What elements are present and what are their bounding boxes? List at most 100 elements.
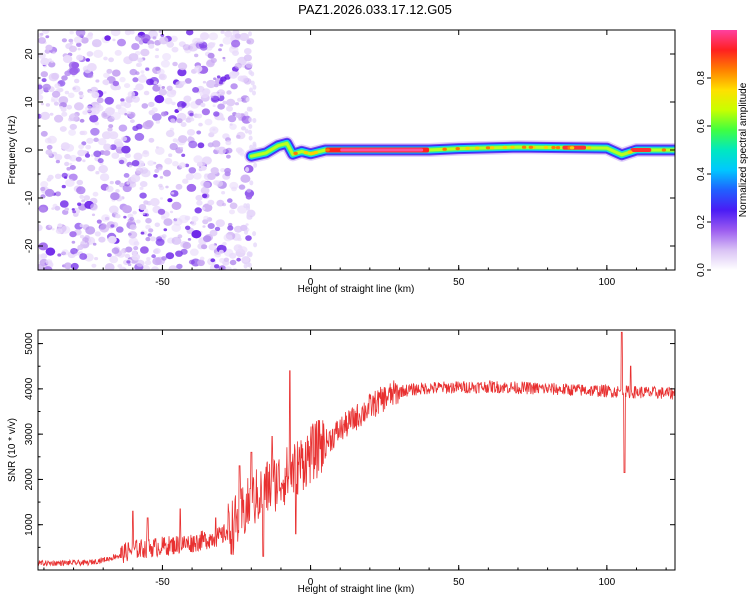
noise-speckle <box>220 30 225 34</box>
noise-speckle <box>44 137 52 144</box>
noise-speckle <box>55 159 61 164</box>
snr-x-tick-label: -50 <box>155 577 170 588</box>
noise-speckle <box>93 49 104 59</box>
noise-speckle <box>245 194 253 200</box>
noise-speckle <box>48 225 52 228</box>
noise-speckle <box>103 91 107 94</box>
snr-y-ticks: 1000 2000 3000 4000 5000 <box>24 332 675 548</box>
noise-speckle <box>99 173 110 182</box>
noise-speckle <box>248 124 253 129</box>
noise-speckle <box>154 222 160 228</box>
noise-speckle <box>202 225 206 228</box>
noise-speckle <box>244 48 252 55</box>
noise-speckle <box>117 38 126 47</box>
chart-title: PAZ1.2026.033.17.12.G05 <box>298 2 452 17</box>
noise-speckle <box>147 233 152 237</box>
noise-speckle <box>145 67 150 71</box>
noise-speckle <box>38 94 44 101</box>
noise-speckle <box>248 135 253 141</box>
noise-speckle <box>157 208 166 215</box>
noise-speckle <box>178 62 188 71</box>
noise-speckle <box>115 85 121 91</box>
signal-peak-dot <box>475 146 480 150</box>
noise-speckle <box>237 237 242 242</box>
noise-speckle <box>150 236 156 242</box>
noise-speckle <box>186 30 194 36</box>
noise-speckle <box>151 266 159 270</box>
noise-speckle <box>103 81 109 86</box>
noise-speckle <box>40 57 50 66</box>
noise-speckle <box>245 235 252 241</box>
noise-speckle <box>169 210 174 214</box>
noise-speckle <box>75 156 82 162</box>
noise-speckle <box>41 78 47 83</box>
noise-speckle <box>176 118 183 124</box>
noise-speckle <box>163 218 173 226</box>
noise-speckle <box>110 192 120 201</box>
noise-speckle <box>54 114 64 123</box>
noise-speckle <box>83 66 92 74</box>
noise-speckle <box>68 38 74 43</box>
noise-speckle <box>122 205 132 214</box>
noise-speckle <box>103 143 112 151</box>
noise-speckle <box>230 83 238 90</box>
noise-speckle <box>229 252 237 259</box>
noise-speckle <box>39 206 47 213</box>
noise-speckle <box>185 225 191 230</box>
noise-speckle <box>214 264 220 269</box>
noise-speckle <box>155 146 165 155</box>
noise-speckle <box>190 221 197 226</box>
signal-peak-dot <box>543 145 548 149</box>
noise-speckle <box>131 160 140 167</box>
noise-speckle <box>119 76 126 83</box>
noise-speckle <box>152 257 162 266</box>
noise-speckle <box>226 90 232 95</box>
noise-speckle-layer <box>38 30 258 270</box>
noise-speckle <box>108 57 114 63</box>
noise-speckle <box>158 30 162 33</box>
noise-speckle <box>85 58 91 62</box>
noise-speckle <box>121 145 131 154</box>
noise-speckle <box>129 224 137 231</box>
noise-speckle <box>65 178 75 187</box>
noise-speckle <box>118 159 125 165</box>
noise-speckle <box>210 95 214 98</box>
noise-speckle <box>54 154 63 161</box>
noise-speckle <box>130 174 141 183</box>
noise-speckle <box>181 153 186 157</box>
noise-speckle <box>104 263 115 270</box>
noise-speckle <box>57 87 63 93</box>
noise-speckle <box>167 198 173 203</box>
noise-speckle <box>231 186 237 192</box>
noise-speckle <box>248 117 253 123</box>
noise-speckle <box>224 30 233 38</box>
noise-speckle <box>74 102 84 111</box>
noise-speckle <box>89 114 99 123</box>
noise-speckle <box>245 62 253 69</box>
signal-peak-dot <box>502 145 507 149</box>
noise-speckle <box>222 241 227 246</box>
snr-y-tick-label: 3000 <box>24 423 35 446</box>
noise-speckle <box>162 53 172 61</box>
noise-speckle <box>188 43 199 52</box>
noise-speckle <box>134 132 145 141</box>
heatmap-x-tick-label: 50 <box>453 277 465 288</box>
noise-speckle <box>106 68 113 74</box>
noise-speckle <box>109 180 114 185</box>
noise-speckle <box>170 89 177 95</box>
noise-speckle <box>196 200 203 206</box>
noise-speckle <box>95 171 100 175</box>
noise-speckle <box>103 72 110 79</box>
noise-speckle <box>57 253 62 257</box>
noise-speckle <box>160 215 166 220</box>
noise-speckle <box>190 117 195 122</box>
noise-speckle <box>38 37 46 44</box>
noise-speckle <box>214 226 221 232</box>
noise-speckle <box>200 186 210 195</box>
noise-speckle <box>231 39 241 48</box>
noise-speckle <box>213 111 220 117</box>
noise-speckle <box>95 79 100 83</box>
noise-speckle <box>48 73 59 82</box>
noise-speckle <box>69 165 76 170</box>
